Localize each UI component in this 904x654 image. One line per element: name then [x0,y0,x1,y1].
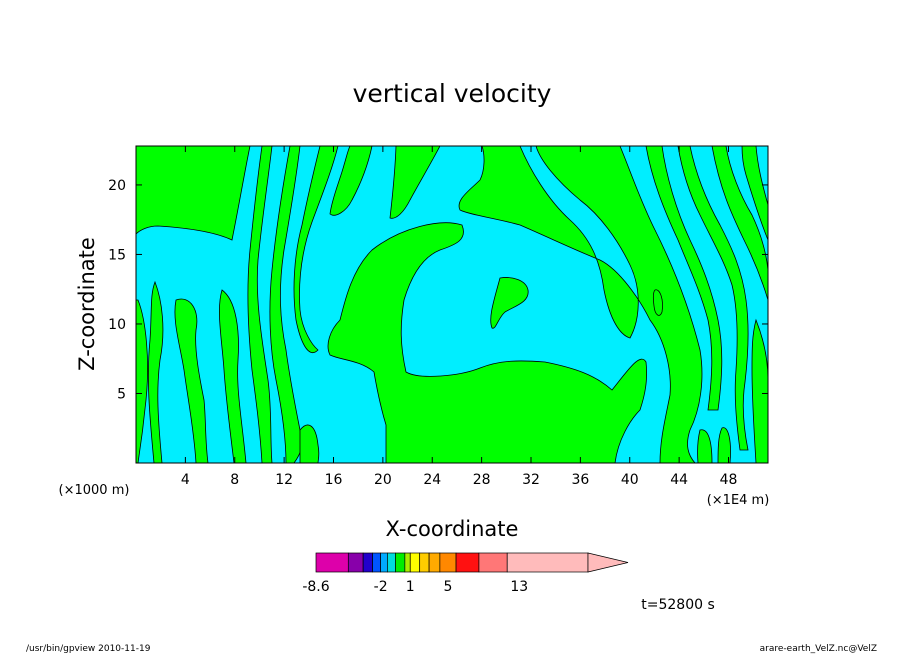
colorbar-swatch [419,552,430,573]
field-region [652,289,663,316]
colorbar-label: -2 [374,579,388,595]
x-axis-ticks: 4 8 12 16 20 24 28 32 36 40 44 48 [181,146,738,488]
colorbar-swatch [362,552,373,573]
field-region [136,146,251,241]
field-region [327,222,648,463]
field-region [174,298,209,463]
footer-right: arare-earth_VelZ.nc@VelZ [760,644,877,654]
colorbar-swatch [428,552,441,573]
y-axis-ticks: 5 10 15 20 [108,178,768,402]
colorbar-swatch [506,552,589,573]
footer-left: /usr/bin/gpview 2010-11-19 [26,644,151,654]
x-tick-label: 36 [571,472,589,488]
field-region [329,146,373,216]
colorbar-swatch [439,552,457,573]
x-tick-label: 8 [230,472,239,488]
field-region [458,146,703,463]
field-region [299,424,320,463]
colorbar-swatch [478,552,508,573]
colorbar-swatch [387,552,396,573]
field-region [490,277,529,329]
x-tick-label: 12 [275,472,293,488]
y-tick-label: 10 [108,317,126,333]
colorbar-labels: -8.6 -2 1 5 13 [302,579,528,595]
colorbar-label: 13 [510,579,528,595]
colorbar-label: 1 [406,579,415,595]
colorbar-extension [587,552,629,573]
x-tick-label: 48 [720,472,738,488]
y-tick-label: 5 [117,386,126,402]
field-region [293,146,339,353]
x-tick-label: 44 [670,472,688,488]
plot-frame [135,145,769,464]
colorbar-label: -8.6 [302,579,329,595]
field-region [219,289,247,463]
chart-title: vertical velocity [353,79,552,108]
field-region [677,146,749,451]
time-label: t=52800 s [641,597,715,613]
field-region [751,318,768,463]
x-tick-label: 32 [522,472,540,488]
x-tick-label: 4 [181,472,190,488]
colorbar-swatch [455,552,480,573]
field-region [147,280,164,463]
field-region [136,299,148,463]
x-unit-left: (×1000 m) [59,483,130,498]
field-region [645,146,723,411]
colorbar-swatch [409,552,421,573]
y-tick-label: 20 [108,178,126,194]
y-tick-label: 15 [108,247,126,263]
x-axis-label: X-coordinate [386,517,519,541]
colorbar-label: 5 [443,579,452,595]
velocity-field [136,146,768,463]
colorbar-swatch [380,552,388,573]
x-unit-right: (×1E4 m) [707,493,770,508]
field-region [717,427,731,463]
colorbar-swatch [404,552,411,573]
colorbar-swatch [315,552,349,573]
field-region [697,429,713,463]
x-tick-label: 24 [423,472,441,488]
colorbar [315,552,629,573]
x-tick-label: 40 [621,472,639,488]
colorbar-swatch [395,552,406,573]
field-region [741,146,768,241]
colorbar-swatch [372,552,381,573]
x-tick-label: 28 [473,472,491,488]
y-axis-label: Z-coordinate [75,237,99,371]
colorbar-swatch [347,552,364,573]
x-tick-label: 20 [374,472,392,488]
field-region [389,146,441,219]
x-tick-label: 16 [325,472,343,488]
